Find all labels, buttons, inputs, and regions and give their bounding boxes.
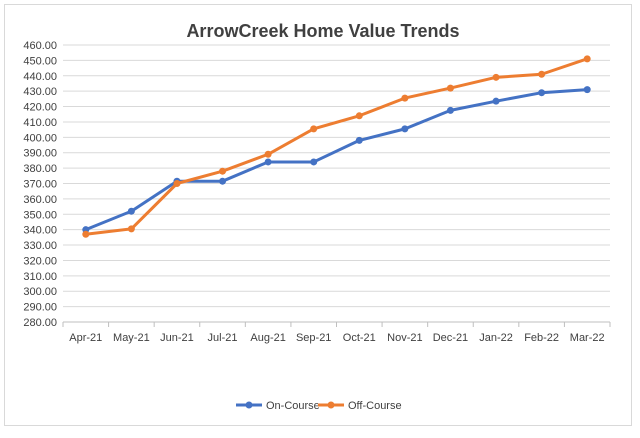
data-point xyxy=(583,86,591,94)
y-tick-label: 360.00 xyxy=(23,194,57,206)
data-point xyxy=(219,177,227,185)
y-tick-label: 370.00 xyxy=(23,179,57,191)
data-point xyxy=(355,112,363,120)
data-point xyxy=(446,106,454,114)
x-tick-label: Aug-21 xyxy=(250,332,285,344)
y-tick-label: 400.00 xyxy=(23,132,57,144)
x-tick-label: Jan-22 xyxy=(479,332,513,344)
y-tick-label: 430.00 xyxy=(23,86,57,98)
y-tick-label: 450.00 xyxy=(23,55,57,67)
y-tick-label: 350.00 xyxy=(23,209,57,221)
y-tick-label: 300.00 xyxy=(23,286,57,298)
data-point xyxy=(492,97,500,105)
y-tick-label: 420.00 xyxy=(23,102,57,114)
x-tick-label: Apr-21 xyxy=(69,332,102,344)
y-tick-label: 440.00 xyxy=(23,71,57,83)
x-tick-label: Sep-21 xyxy=(296,332,331,344)
y-tick-label: 410.00 xyxy=(23,117,57,129)
data-point xyxy=(82,230,90,238)
x-tick-label: May-21 xyxy=(113,332,150,344)
data-point xyxy=(264,158,272,166)
chart-title: ArrowCreek Home Value Trends xyxy=(186,21,459,41)
series-line-0 xyxy=(85,88,588,232)
x-tick-label: Mar-22 xyxy=(570,332,605,344)
gridlines xyxy=(63,44,610,323)
legend-label: On-Course xyxy=(266,400,320,412)
y-tick-label: 340.00 xyxy=(23,225,57,237)
data-point xyxy=(401,94,409,102)
y-tick-label: 320.00 xyxy=(23,255,57,267)
data-point xyxy=(583,55,591,63)
data-point xyxy=(219,167,227,175)
y-axis-ticks: 280.00 290.00 300.00 310.00 320.00 330.00 340.… xyxy=(23,40,57,329)
legend-label: Off-Course xyxy=(348,400,402,412)
y-tick-label: 380.00 xyxy=(23,163,57,175)
data-point xyxy=(127,225,135,233)
y-tick-label: 290.00 xyxy=(23,302,57,314)
y-tick-label: 330.00 xyxy=(23,240,57,252)
data-point xyxy=(127,207,135,215)
x-tick-label: Dec-21 xyxy=(433,332,468,344)
data-point xyxy=(264,150,272,158)
x-tick-label: Nov-21 xyxy=(387,332,422,344)
legend-marker xyxy=(327,401,335,409)
data-point xyxy=(538,70,546,78)
data-point xyxy=(492,73,500,81)
y-tick-label: 310.00 xyxy=(23,271,57,283)
x-tick-label: Jun-21 xyxy=(160,332,194,344)
data-point xyxy=(310,158,318,166)
y-tick-label: 390.00 xyxy=(23,148,57,160)
series-group xyxy=(82,55,591,238)
data-point xyxy=(355,136,363,144)
x-tick-label: Oct-21 xyxy=(343,332,376,344)
x-tick-label: Jul-21 xyxy=(208,332,238,344)
data-point xyxy=(173,180,181,187)
legend: On-Course Off-Course xyxy=(236,400,402,412)
data-point xyxy=(446,84,454,92)
x-tick-label: Feb-22 xyxy=(524,332,559,344)
y-tick-label: 280.00 xyxy=(23,317,57,329)
data-point xyxy=(401,125,409,133)
x-axis-ticks: Apr-21 May-21 Jun-21 Jul-21 Aug-21 Sep-21 Oct-… xyxy=(62,322,611,344)
data-point xyxy=(310,125,318,133)
legend-marker xyxy=(245,401,253,409)
data-point xyxy=(538,89,546,97)
y-tick-label: 460.00 xyxy=(23,40,57,52)
series-line-1 xyxy=(85,57,588,236)
